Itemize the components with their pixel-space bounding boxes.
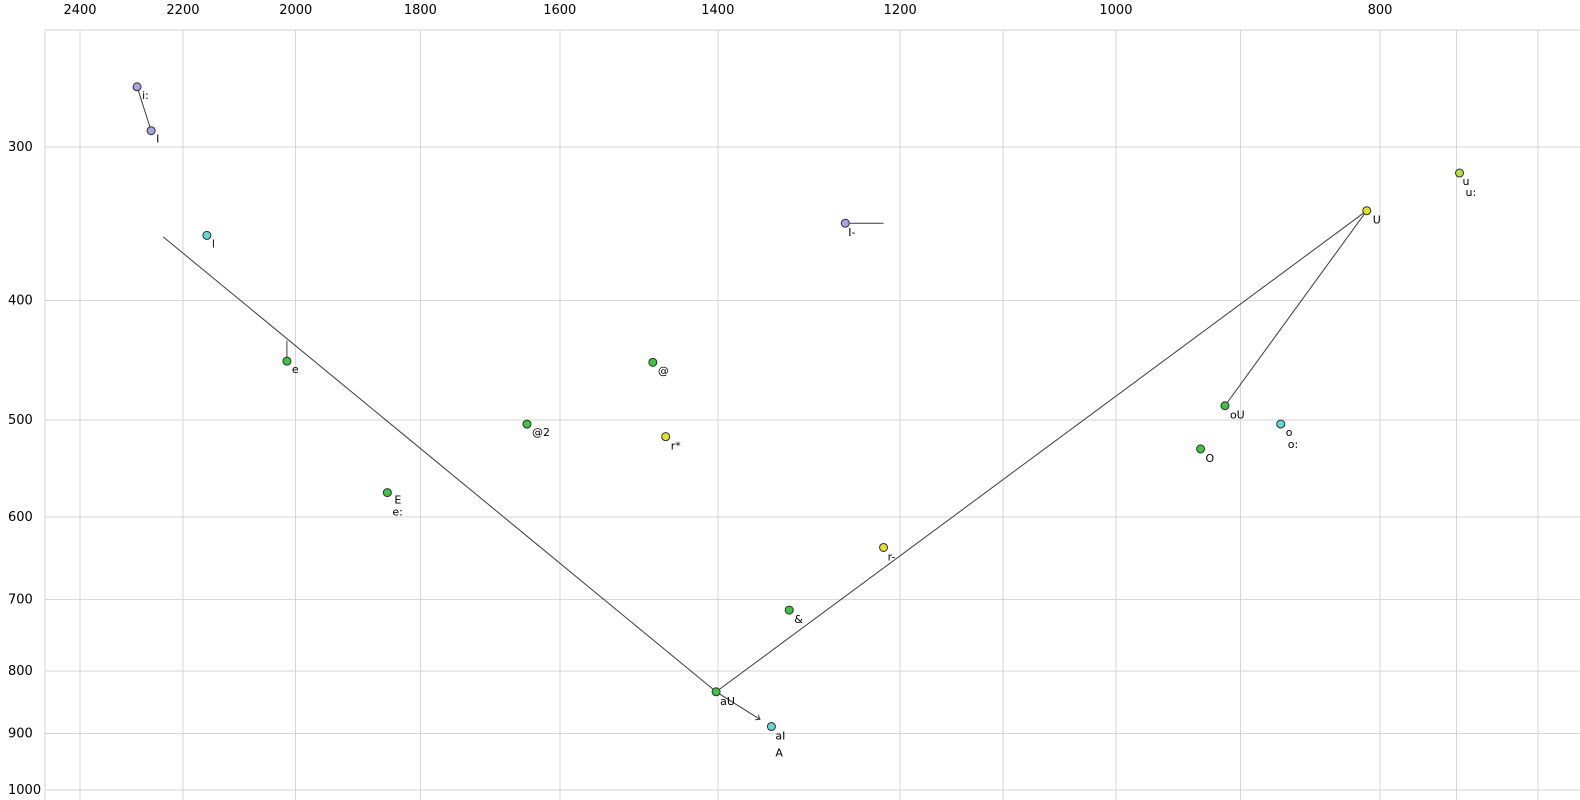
y-tick-label: 500 — [8, 413, 33, 428]
vowel-point-o-long — [1276, 419, 1286, 429]
vowel-label-aI: aI — [775, 730, 785, 743]
vowel-point-amp — [784, 605, 794, 615]
vowel-points: i: Il e @2 Ee: @ r* I-r- & aU aI A Uuu: oU oo: O — [132, 82, 1477, 760]
grid — [44, 29, 1580, 800]
trajectory-line — [136, 86, 152, 131]
vowel-point-at — [648, 357, 658, 367]
vowel-point-at2 — [522, 419, 532, 429]
y-tick-label: 300 — [8, 140, 33, 155]
vowel-label-i-long: i: — [142, 89, 149, 102]
vowel-label-at2: @2 — [532, 426, 550, 439]
x-tick-label: 2200 — [166, 3, 199, 18]
vowel-point-O — [1196, 444, 1206, 454]
vowel-label-amp: & — [794, 613, 803, 626]
x-tick-label: 2400 — [63, 3, 96, 18]
vowel-label-E: e: — [392, 506, 402, 519]
vowel-label-I: I — [156, 133, 159, 146]
vowel-label-I-minus: I- — [848, 226, 855, 239]
trajectory-line — [162, 236, 717, 693]
y-tick-label: 700 — [8, 593, 33, 608]
vowel-point-u-long — [1455, 168, 1465, 178]
vowel-label-r-star: r* — [671, 440, 682, 453]
vowel-label-o-long: o: — [1288, 438, 1298, 451]
trajectory-line — [715, 691, 760, 720]
vowel-label-o-long: o — [1286, 426, 1293, 439]
x-tick-label: 1800 — [404, 3, 437, 18]
y-tick-label: 900 — [8, 727, 33, 742]
vowel-point-I — [146, 126, 156, 136]
x-tick-label: 800 — [1368, 3, 1393, 18]
vowel-label-E: E — [394, 494, 401, 507]
y-tick-label: 400 — [8, 294, 33, 309]
vowel-label-u-long: u: — [1466, 186, 1477, 199]
y-tick-label: 600 — [8, 510, 33, 525]
vowel-point-e — [282, 356, 292, 366]
vowel-label-aU: aU — [720, 695, 735, 708]
vowel-label-U: U — [1373, 214, 1381, 227]
vowel-point-i-long — [132, 82, 142, 92]
vowel-label-aI: A — [775, 747, 783, 760]
x-tick-label: 2000 — [279, 3, 312, 18]
vowel-point-r-star — [661, 432, 671, 442]
vowel-point-oU — [1220, 401, 1230, 411]
x-tick-label: 1600 — [543, 3, 576, 18]
y-tick-label: 800 — [8, 664, 33, 679]
y-tick-label: 1000 — [8, 783, 41, 798]
vowel-point-r-minus — [879, 542, 889, 552]
vowel-point-aU — [711, 687, 721, 697]
vowel-point-I-minus — [840, 218, 850, 228]
vowel-label-u-long: u — [1463, 175, 1470, 188]
x-tick-label: 1400 — [701, 3, 734, 18]
vowel-label-e: e — [292, 363, 299, 376]
vowel-label-at: @ — [658, 364, 669, 377]
vowel-point-E — [382, 488, 392, 498]
vowel-label-oU: oU — [1230, 409, 1245, 422]
x-tick-label: 1000 — [1099, 3, 1132, 18]
vowel-label-O: O — [1206, 452, 1215, 465]
trajectory-line — [1224, 210, 1368, 407]
axis-ticks: 2400 2200 2000 1800 1600 1400 1200 1000 800 300 40… — [8, 3, 1392, 798]
vowel-point-l — [202, 230, 212, 240]
vowel-label-r-minus: r- — [888, 550, 896, 563]
trajectories — [136, 86, 1368, 720]
trajectory-line — [715, 210, 1368, 693]
vowel-label-l: l — [212, 237, 215, 250]
vowel-point-aI — [766, 722, 776, 732]
vowel-point-U — [1362, 206, 1372, 216]
x-tick-label: 1200 — [884, 3, 917, 18]
